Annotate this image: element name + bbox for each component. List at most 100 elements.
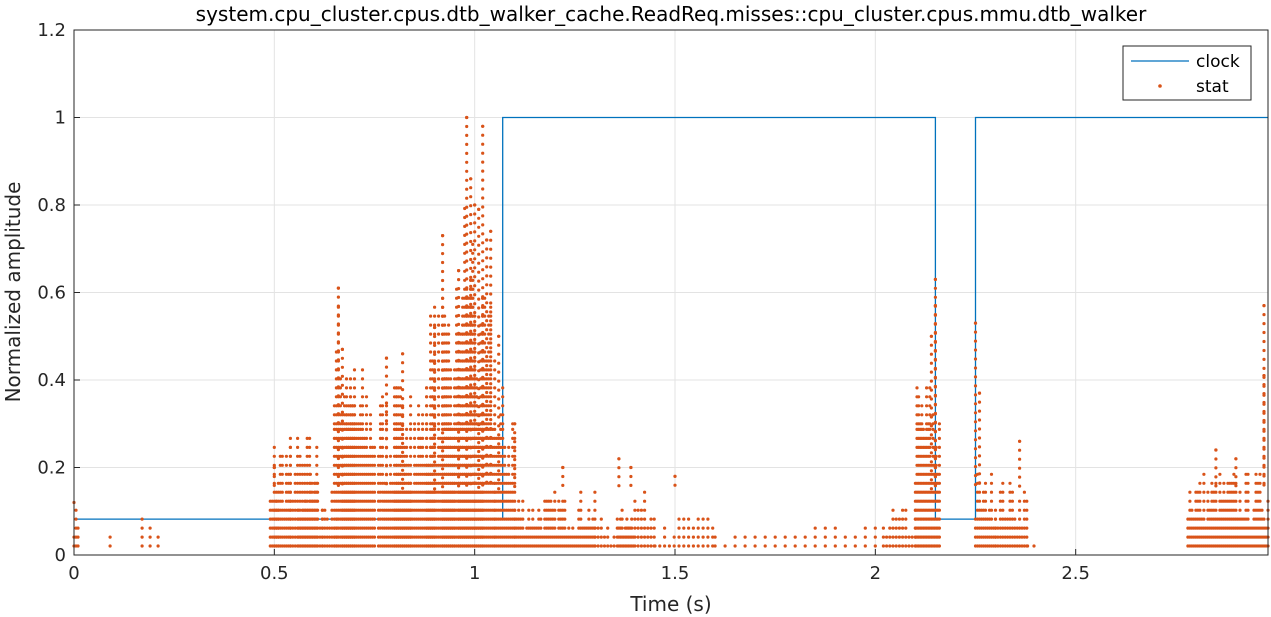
stat-point	[288, 472, 292, 476]
stat-point	[465, 295, 469, 299]
stat-point	[421, 427, 425, 431]
stat-point	[617, 526, 621, 530]
stat-point	[421, 422, 425, 426]
stat-point	[1214, 484, 1218, 488]
stat-point	[553, 499, 557, 503]
y-tick-label: 1.2	[37, 20, 66, 41]
stat-point	[441, 476, 445, 480]
stat-point	[489, 400, 493, 404]
stat-point	[643, 526, 647, 530]
stat-point	[409, 454, 413, 458]
stat-point	[380, 413, 385, 417]
stat-point	[497, 424, 501, 428]
stat-point	[1025, 535, 1029, 539]
stat-point	[465, 313, 469, 317]
stat-point	[701, 544, 705, 548]
stat-point	[477, 216, 481, 220]
stat-point	[465, 367, 469, 371]
stat-point	[973, 330, 978, 334]
stat-point	[636, 508, 640, 512]
stat-point	[553, 517, 557, 521]
stat-point	[513, 484, 517, 489]
stat-point	[1254, 472, 1258, 476]
stat-point	[609, 544, 613, 548]
stat-point	[469, 374, 473, 378]
stat-point	[477, 333, 481, 337]
stat-point	[477, 315, 481, 319]
stat-point	[1001, 517, 1005, 521]
stat-point	[1222, 490, 1226, 494]
stat-point	[388, 463, 393, 467]
stat-point	[433, 445, 437, 449]
stat-point	[477, 485, 481, 489]
stat-point	[465, 214, 469, 218]
stat-point	[503, 463, 507, 467]
stat-point	[441, 305, 445, 309]
stat-point	[617, 484, 621, 488]
stat-point	[465, 205, 469, 209]
stat-point	[308, 445, 312, 449]
stat-point	[485, 265, 489, 269]
y-axis-label: Normalized amplitude	[1, 182, 25, 403]
stat-point	[489, 283, 493, 287]
stat-point	[596, 535, 600, 539]
stat-point	[473, 248, 477, 252]
stat-point	[521, 526, 525, 530]
stat-point	[885, 544, 889, 548]
stat-point	[330, 544, 334, 548]
stat-point	[493, 422, 497, 426]
stat-point	[403, 463, 407, 467]
stat-point	[933, 456, 938, 460]
stat-point	[380, 404, 385, 408]
stat-point	[937, 508, 942, 512]
stat-point	[465, 259, 469, 263]
stat-point	[873, 535, 877, 539]
stat-point	[1234, 466, 1238, 470]
stat-point	[989, 490, 994, 494]
stat-point	[457, 475, 461, 479]
stat-point	[477, 252, 481, 256]
stat-point	[1218, 481, 1222, 485]
stat-point	[481, 322, 485, 326]
stat-point	[973, 366, 978, 370]
stat-point	[1018, 475, 1022, 479]
stat-point	[593, 544, 597, 548]
stat-point	[437, 332, 441, 336]
stat-point	[629, 474, 633, 479]
stat-point	[527, 517, 531, 521]
stat-point	[643, 535, 647, 539]
stat-point	[881, 535, 886, 539]
stat-point	[481, 348, 485, 353]
stat-point	[928, 386, 932, 390]
stat-point	[1010, 526, 1015, 530]
stat-point	[380, 454, 385, 458]
stat-point	[384, 356, 389, 360]
stat-point	[489, 346, 493, 350]
stat-point	[643, 517, 647, 521]
stat-point	[449, 377, 453, 381]
stat-point	[336, 358, 340, 362]
stat-point	[469, 302, 473, 306]
stat-point	[306, 517, 310, 521]
stat-point	[493, 368, 497, 372]
stat-point	[489, 323, 493, 327]
stat-point	[485, 480, 489, 484]
stat-point	[561, 465, 565, 470]
stat-point	[493, 404, 497, 408]
stat-point	[917, 395, 921, 399]
stat-point	[291, 526, 295, 530]
stat-point	[901, 535, 905, 539]
stat-point	[885, 535, 889, 539]
stat-point	[380, 436, 385, 440]
stat-point	[311, 544, 315, 548]
stat-point	[473, 400, 477, 404]
stat-point	[937, 436, 942, 440]
stat-point	[348, 395, 353, 399]
stat-point	[303, 490, 307, 494]
stat-point	[473, 203, 477, 207]
stat-point	[469, 347, 473, 351]
stat-point	[291, 544, 295, 548]
stat-point	[288, 535, 292, 539]
stat-point	[623, 544, 627, 548]
stat-point	[469, 392, 473, 396]
